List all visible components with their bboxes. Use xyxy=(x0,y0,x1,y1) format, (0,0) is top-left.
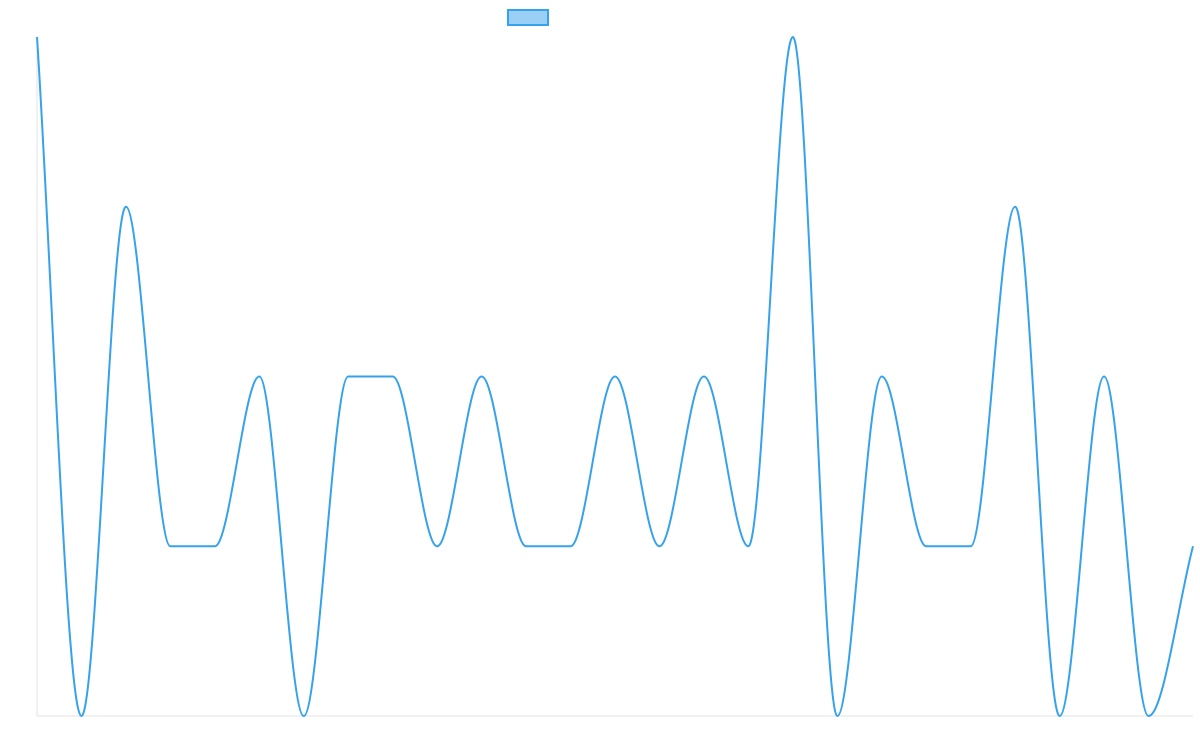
series-line-0 xyxy=(36,36,1194,717)
legend-swatch[interactable] xyxy=(507,9,549,26)
